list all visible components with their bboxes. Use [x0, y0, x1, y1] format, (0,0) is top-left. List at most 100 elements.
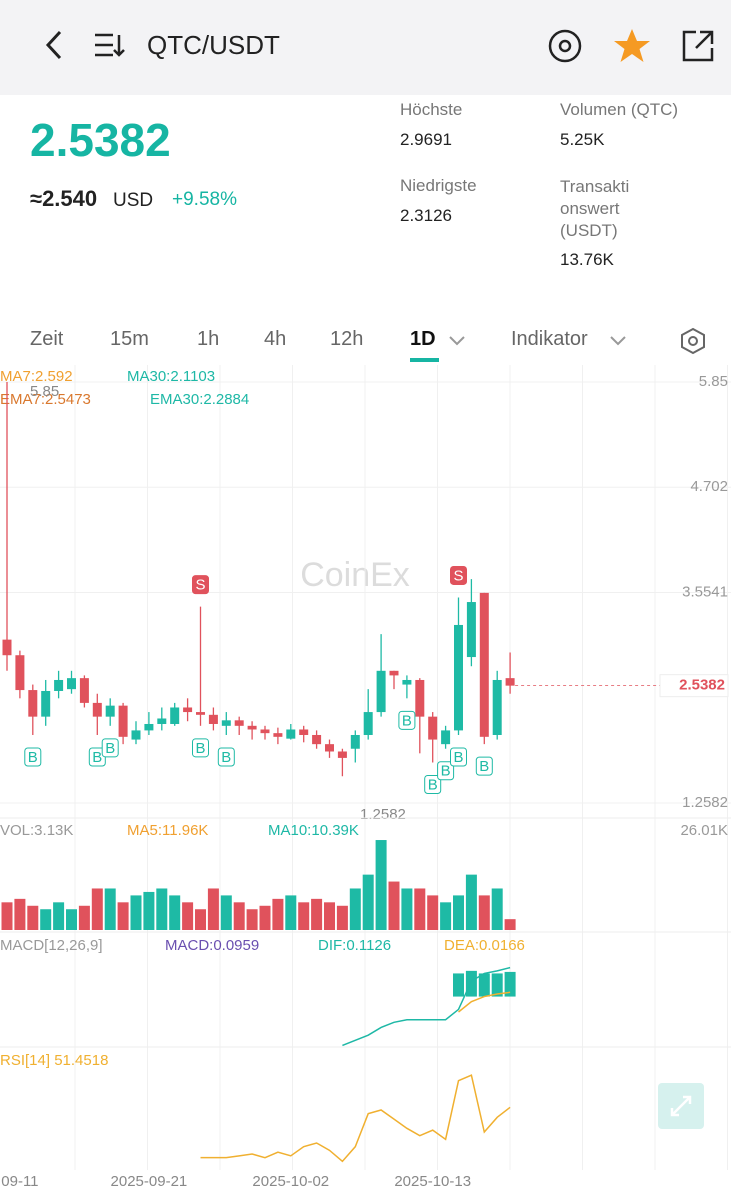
stat-value: 13.76K	[560, 250, 614, 269]
signal-label: B	[221, 749, 231, 766]
volume-bar	[375, 840, 387, 930]
favorite-button[interactable]	[612, 26, 652, 66]
volume-bar	[27, 905, 39, 930]
tab[interactable]: Zeit	[30, 328, 64, 350]
volume-bar	[246, 909, 258, 930]
volume-bar	[195, 909, 206, 930]
macd-label: DIF:0.1126	[318, 937, 391, 954]
last-price-box	[659, 674, 729, 698]
tab[interactable]: 12h	[330, 328, 364, 350]
tab[interactable]: Indikator	[511, 328, 588, 350]
volume-bar	[182, 902, 194, 930]
tab[interactable]: 1h	[197, 328, 220, 350]
back-button[interactable]	[40, 28, 70, 62]
volume-bar	[207, 888, 219, 930]
volume-bar	[478, 895, 490, 930]
candle-body	[312, 734, 322, 745]
volume-bar	[14, 898, 26, 930]
dea-line	[458, 991, 511, 1013]
settings-button[interactable]	[678, 326, 708, 356]
volume-bar	[66, 909, 77, 930]
volume-bar	[311, 898, 323, 930]
volume-bar	[259, 905, 271, 930]
candle-body	[67, 678, 76, 690]
stat-label: Volumen (QTC)	[560, 100, 679, 119]
volume-bar	[1, 902, 13, 930]
candle-body	[41, 690, 51, 717]
candle-body	[273, 733, 283, 737]
signal-label: B	[428, 776, 438, 793]
signal-badge	[101, 738, 119, 758]
high-annotation: 5.85	[30, 383, 59, 400]
stat-label: Niedrigste	[400, 176, 477, 195]
volume-bar	[272, 898, 284, 930]
macd-bar	[465, 970, 477, 997]
candle-body	[15, 655, 25, 691]
pair-title: QTC/USDT	[147, 30, 280, 60]
candle-body	[79, 678, 89, 703]
volume-bar	[491, 888, 503, 930]
candle-body	[363, 712, 373, 735]
signal-label: B	[453, 749, 463, 766]
signal-badge	[192, 738, 209, 758]
macd-label: DEA:0.0166	[444, 937, 525, 954]
macd-title: MACD[12,26,9]	[0, 937, 103, 954]
price-change: +9.58%	[172, 189, 237, 210]
last-price: 2.5382	[30, 114, 171, 166]
watch-button[interactable]	[545, 26, 585, 66]
macd-bar	[491, 973, 503, 997]
stat-value: 2.3126	[400, 206, 452, 225]
volume-bar	[156, 888, 168, 930]
macd-bar	[478, 973, 490, 997]
candle-body	[492, 679, 502, 735]
pair-list-button[interactable]	[93, 32, 127, 58]
last-price-label: 2.5382	[679, 677, 725, 694]
stat-value: 5.25K	[560, 130, 605, 149]
volume-bar	[388, 881, 400, 930]
volume-bar	[130, 895, 142, 930]
candle-body	[196, 712, 205, 715]
x-tick-label: 2025-09-21	[111, 1173, 188, 1190]
candle-body	[389, 670, 399, 676]
tab[interactable]: 4h	[264, 328, 287, 350]
tab-active[interactable]: 1D	[410, 328, 436, 350]
macd-label: MACD:0.0959	[165, 937, 259, 954]
x-tick-label: 2025-10-02	[252, 1173, 329, 1190]
share-button[interactable]	[680, 28, 716, 64]
volume-bar	[78, 905, 90, 930]
volume-bar	[453, 895, 464, 930]
candle-body	[183, 707, 193, 713]
volume-bar	[414, 888, 426, 930]
candle-body	[299, 729, 309, 735]
volume-bar	[440, 902, 452, 930]
candle-body	[54, 679, 64, 691]
candle-body	[337, 751, 347, 758]
volume-bar	[427, 895, 439, 930]
fullscreen-button[interactable]	[658, 1083, 704, 1129]
indicator-label: MA7:2.592	[0, 368, 73, 385]
tab[interactable]: 15m	[110, 328, 149, 350]
volume-bar	[504, 919, 516, 930]
y-tick-label: 3.5541	[682, 583, 728, 600]
signal-badge	[450, 747, 467, 767]
y-tick-label: 1.2582	[682, 794, 728, 811]
usd-unit: USD	[113, 190, 154, 211]
tab-underline	[410, 358, 439, 362]
candle-body	[92, 702, 102, 717]
signal-label: B	[105, 740, 115, 757]
volume-bar	[336, 905, 348, 930]
volume-bar	[104, 888, 116, 930]
volume-tick-label: 26.01K	[680, 822, 728, 839]
usd-price: ≈2.540	[30, 186, 98, 211]
candle-body	[376, 670, 386, 713]
candle-body	[260, 729, 270, 734]
candle-body	[234, 720, 244, 726]
macd-bar	[453, 973, 464, 997]
signal-badge	[24, 747, 42, 767]
candle-body	[350, 734, 360, 749]
candle-body	[28, 690, 38, 717]
candle-body	[402, 679, 412, 685]
y-tick-label: 5.85	[699, 373, 728, 390]
volume-bar	[298, 902, 310, 930]
volume-ma-label: MA5:11.96K	[127, 822, 208, 839]
